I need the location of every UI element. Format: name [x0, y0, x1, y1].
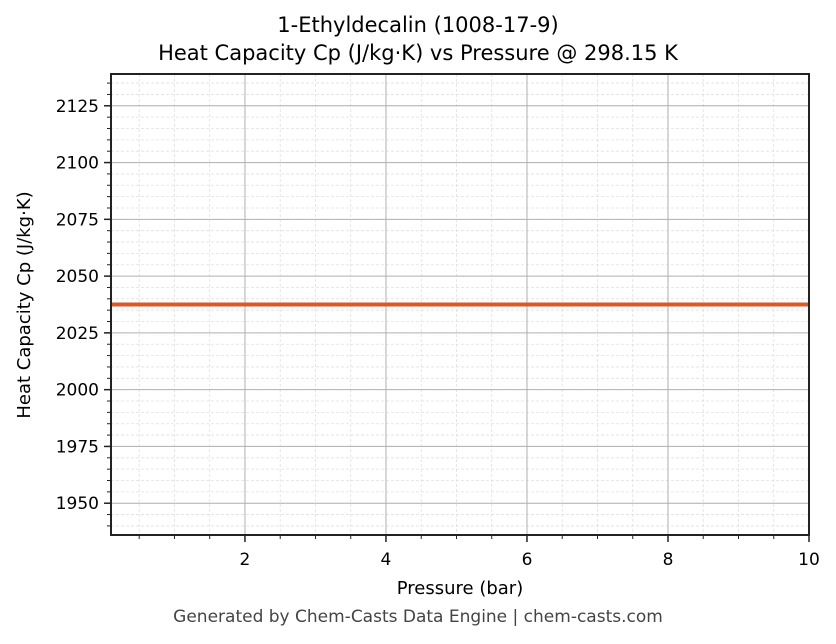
x-axis-label: Pressure (bar): [397, 578, 523, 599]
axis-ticks: [104, 82, 810, 542]
x-tick-label: 10: [798, 550, 820, 570]
y-tick-label: 1950: [56, 494, 99, 514]
footer-credit: Generated by Chem-Casts Data Engine | ch…: [173, 607, 663, 627]
y-tick-label: 1975: [56, 437, 99, 457]
x-tick-label: 4: [381, 550, 392, 570]
chart-title: 1-Ethyldecalin (1008-17-9): [277, 13, 559, 37]
x-tick-label: 2: [240, 550, 251, 570]
y-tick-label: 2125: [56, 97, 99, 117]
axes-frame: [110, 73, 810, 536]
y-axis-label: Heat Capacity Cp (J/kg·K): [14, 191, 35, 418]
y-tick-label: 2075: [56, 210, 99, 230]
y-tick-label: 2050: [56, 267, 99, 287]
tick-labels: 2 4 6 8 10 1950 1975 2000 2025 2050 2075 2100 2125: [56, 97, 820, 570]
y-tick-label: 2025: [56, 324, 99, 344]
y-tick-label: 2100: [56, 154, 99, 174]
x-tick-label: 6: [522, 550, 533, 570]
y-tick-label: 2000: [56, 381, 99, 401]
chart-subtitle: Heat Capacity Cp (J/kg·K) vs Pressure @ …: [158, 41, 678, 65]
x-tick-label: 8: [663, 550, 674, 570]
